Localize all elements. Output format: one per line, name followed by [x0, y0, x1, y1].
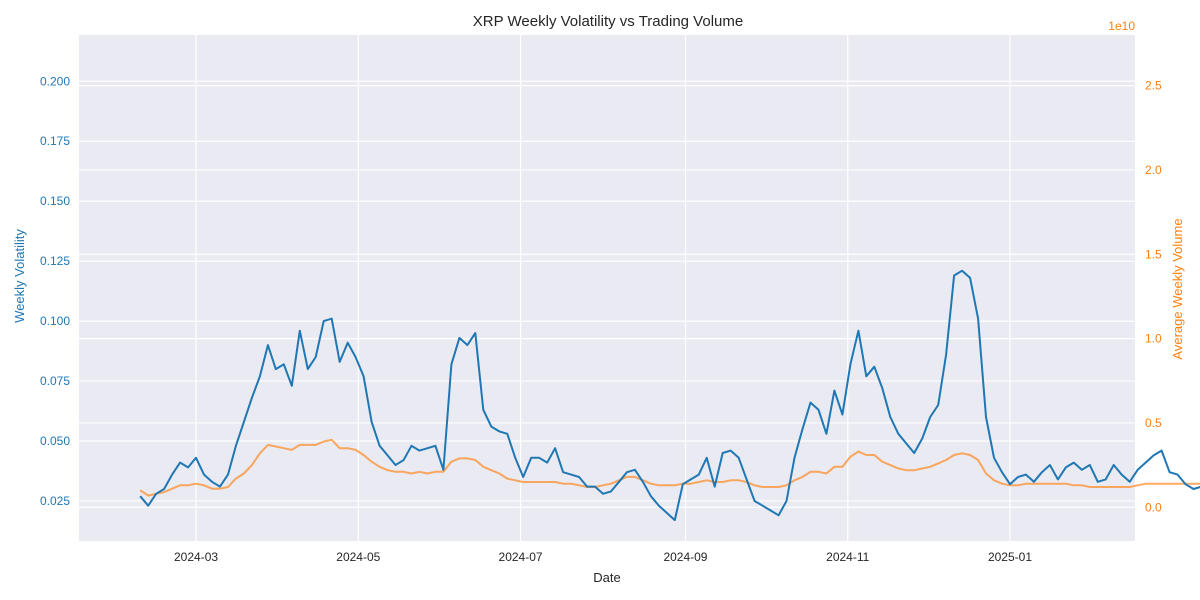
x-tick-label: 2024-11: [826, 550, 869, 564]
x-tick-label: 2024-05: [336, 550, 380, 564]
y-left-tick-label: 0.175: [40, 134, 70, 148]
volatility-line: [139, 269, 1200, 522]
y-right-tick-label: 2.0: [1145, 163, 1162, 177]
grid-left: [79, 80, 1135, 502]
y-right-tick-label: 0.0: [1145, 500, 1162, 514]
y-right-axis-label: Average Weekly Volume: [1170, 218, 1185, 359]
y-left-tick-label: 0.100: [40, 314, 70, 328]
y-left-tick-label: 0.200: [40, 74, 70, 88]
y-right-offset-label: 1e10: [1108, 19, 1135, 33]
y-right-tick-label: 2.5: [1145, 79, 1162, 93]
x-axis-label: Date: [593, 570, 620, 585]
x-tick-label: 2024-03: [174, 550, 218, 564]
x-tick-labels: 2024-03 2024-05 2024-07 2024-09 2024-11 2025-…: [174, 550, 1032, 564]
y-left-axis-label: Weekly Volatility: [12, 229, 27, 323]
x-tick-label: 2025-01: [988, 550, 1032, 564]
y-right-tick-label: 1.5: [1145, 247, 1162, 261]
chart-title: XRP Weekly Volatility vs Trading Volume: [473, 13, 743, 30]
y-left-tick-label: 0.075: [40, 374, 70, 388]
x-tick-label: 2024-09: [663, 550, 707, 564]
y-left-tick-label: 0.125: [40, 254, 70, 268]
grid-x: [195, 35, 1011, 541]
y-left-tick-label: 0.150: [40, 194, 70, 208]
volume-line: [139, 438, 1200, 497]
plot-background: [79, 35, 1135, 541]
y-right-tick-label: 0.5: [1145, 416, 1162, 430]
y-left-tick-label: 0.050: [40, 434, 70, 448]
series-layer: [139, 269, 1200, 522]
y-left-tick-label: 0.025: [40, 494, 70, 508]
x-tick-label: 2024-07: [499, 550, 543, 564]
y-left-tick-labels: 0.025 0.050 0.075 0.100 0.125 0.150 0.175 0.200: [40, 74, 70, 508]
y-right-tick-label: 1.0: [1145, 332, 1162, 346]
grid-right: [79, 84, 1135, 508]
y-right-tick-labels: 0.0 0.5 1.0 1.5 2.0 2.5: [1145, 79, 1162, 515]
